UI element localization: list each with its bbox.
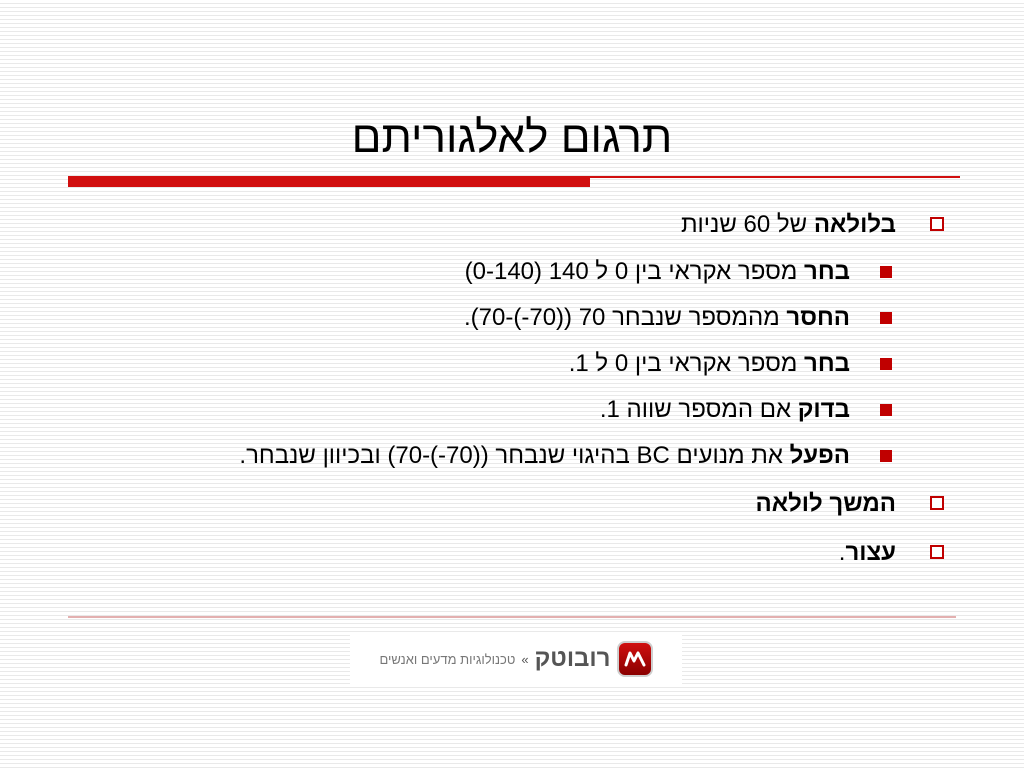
list-item: עצור. [60, 528, 950, 577]
list-item: בלולאה של 60 שניות [60, 200, 950, 249]
list-item: בדוק אם המספר שווה 1. [60, 387, 950, 433]
list-item-keyword: בחר [804, 258, 850, 285]
list-item-keyword: בדוק [797, 396, 850, 423]
title-underline-thin [590, 176, 960, 178]
list-item-text: של 60 שניות [680, 211, 814, 238]
square-bullet-icon [930, 217, 944, 231]
list-item-keyword: המשך לולאה [755, 490, 896, 517]
list-item-text: אם המספר שווה 1. [599, 396, 798, 423]
chevrons-icon: » [521, 651, 529, 667]
bullet-list: בלולאה של 60 שניות בחר מספר אקראי בין 0 … [60, 200, 950, 577]
list-item-text: מספר אקראי בין 0 ל 1. [568, 350, 804, 377]
list-item-text: . [838, 539, 846, 566]
list-item: בחר מספר אקראי בין 0 ל 1. [60, 341, 950, 387]
square-bullet-icon [930, 545, 944, 559]
list-item-keyword: בחר [804, 350, 850, 377]
filled-square-bullet-icon [880, 450, 892, 462]
footer-logo: רובוטק » טכנולוגיות מדעים ואנשים [350, 634, 682, 684]
list-item-keyword: עצור [845, 539, 896, 566]
list-item-keyword: הפעל [789, 442, 850, 469]
list-item: החסר מהמספר שנבחר 70 ((70-)-70). [60, 295, 950, 341]
title-underline-thick [68, 176, 590, 187]
robotek-logo-icon [616, 641, 653, 677]
filled-square-bullet-icon [880, 358, 892, 370]
logo-brand-name: רובוטק [534, 645, 611, 672]
list-item-text: מספר אקראי בין 0 ל 140 (0-140) [464, 258, 804, 285]
list-item: הפעל את מנועים BC בהיגוי שנבחר ((70-)-70… [60, 433, 950, 479]
list-item-text: את מנועים BC בהיגוי שנבחר ((70-)-70) ובכ… [239, 442, 790, 469]
filled-square-bullet-icon [880, 266, 892, 278]
filled-square-bullet-icon [880, 404, 892, 416]
filled-square-bullet-icon [880, 312, 892, 324]
list-item: בחר מספר אקראי בין 0 ל 140 (0-140) [60, 249, 950, 295]
footer-divider [68, 616, 956, 618]
list-item: המשך לולאה [60, 479, 950, 528]
slide-title: תרגום לאלגוריתם [351, 113, 673, 162]
list-item-text: מהמספר שנבחר 70 ((70-)-70). [463, 304, 787, 331]
list-item-keyword: בלולאה [813, 211, 896, 238]
square-bullet-icon [930, 496, 944, 510]
logo-tagline: טכנולוגיות מדעים ואנשים [379, 651, 516, 667]
list-item-keyword: החסר [786, 304, 850, 331]
